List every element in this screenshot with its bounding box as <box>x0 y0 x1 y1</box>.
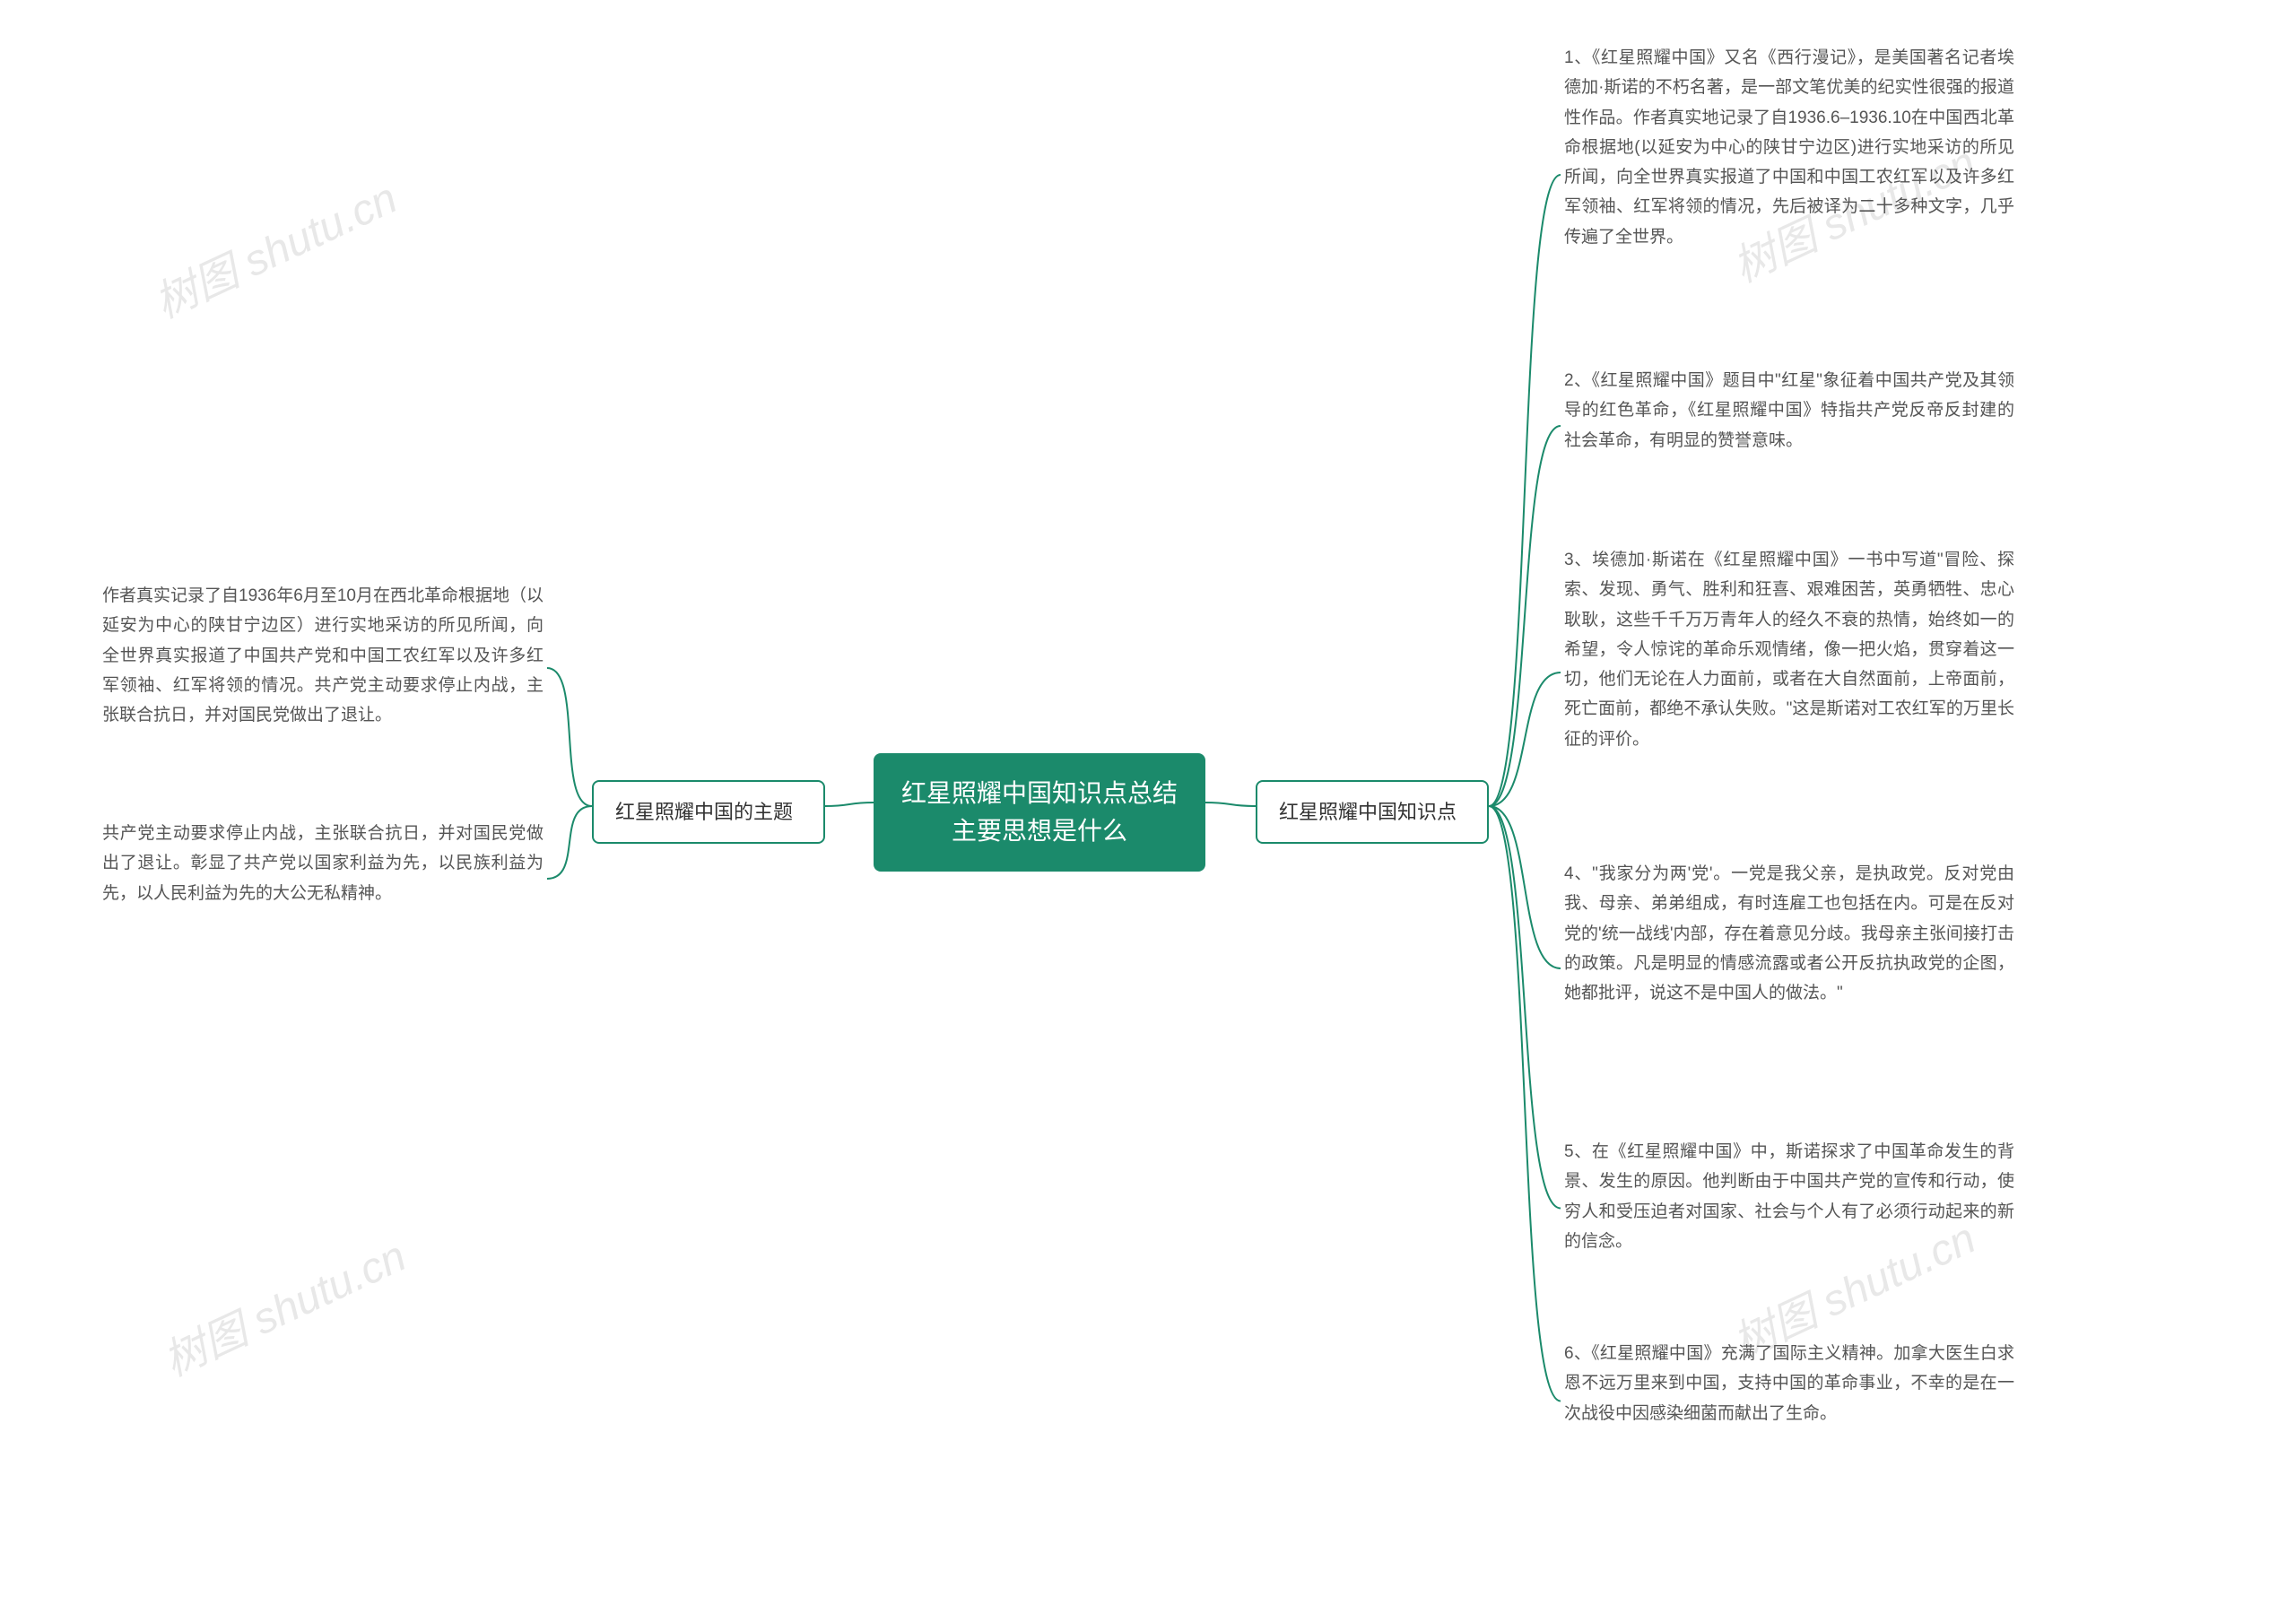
right-leaf: 4、"我家分为两'党'。一党是我父亲，是执政党。反对党由我、母亲、弟弟组成，有时… <box>1561 852 2018 1015</box>
center-title-line1: 红星照耀中国知识点总结 <box>901 779 1178 807</box>
watermark: 树图 shutu.cn <box>143 163 405 330</box>
right-leaf: 2、《红星照耀中国》题目中"红星"象征着中国共产党及其领导的红色革命，《红星照耀… <box>1561 359 2018 463</box>
left-leaf: 作者真实记录了自1936年6月至10月在西北革命根据地（以延安为中心的陕甘宁边区… <box>99 574 547 737</box>
left-leaf: 共产党主动要求停止内战，主张联合抗日，并对国民党做出了退让。彰显了共产党以国家利… <box>99 811 547 915</box>
right-leaf: 1、《红星照耀中国》又名《西行漫记》，是美国著名记者埃德加·斯诺的不朽名著，是一… <box>1561 36 2018 259</box>
center-node: 红星照耀中国知识点总结主要思想是什么 <box>874 753 1205 872</box>
right-leaf: 5、在《红星照耀中国》中，斯诺探求了中国革命发生的背景、发生的原因。他判断由于中… <box>1561 1130 2018 1263</box>
right-branch-node: 红星照耀中国知识点 <box>1256 780 1489 844</box>
left-branch-node: 红星照耀中国的主题 <box>592 780 825 844</box>
right-leaf: 3、埃德加·斯诺在《红星照耀中国》一书中写道"冒险、探索、发现、勇气、胜利和狂喜… <box>1561 538 2018 761</box>
center-title-line2: 主要思想是什么 <box>952 817 1127 845</box>
right-leaf: 6、《红星照耀中国》充满了国际主义精神。加拿大医生白求恩不远万里来到中国，支持中… <box>1561 1332 2018 1436</box>
watermark: 树图 shutu.cn <box>152 1221 414 1388</box>
